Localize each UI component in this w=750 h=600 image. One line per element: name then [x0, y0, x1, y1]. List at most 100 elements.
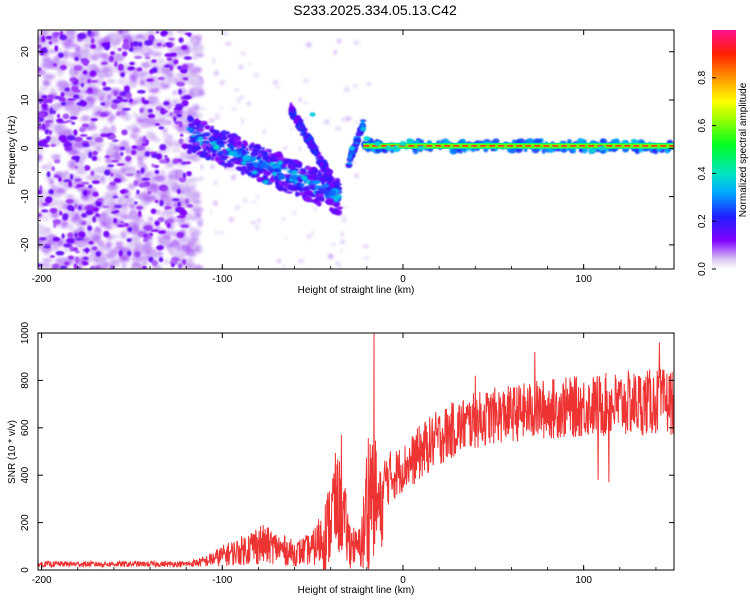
noise-blob — [41, 262, 49, 267]
noise-blob — [52, 263, 60, 269]
noise-blob — [125, 92, 132, 99]
noise-blob — [176, 171, 183, 176]
noise-blob — [81, 59, 90, 64]
noise-blob — [163, 101, 170, 106]
snr-frame — [37, 332, 675, 571]
noise-blob — [41, 103, 48, 109]
noise-blob — [95, 251, 102, 257]
track-blob — [334, 209, 343, 216]
speckle-blob — [249, 63, 252, 66]
speckle-blob — [339, 239, 346, 245]
speckle-blob — [229, 167, 236, 171]
noise-blob — [92, 234, 101, 243]
noise-blob — [149, 105, 157, 109]
noise-blob — [106, 79, 116, 83]
noise-blob — [63, 179, 71, 182]
noise-blob — [89, 53, 100, 61]
track-blob — [316, 193, 325, 198]
noise-blob — [58, 86, 65, 91]
noise-blob — [146, 78, 154, 82]
speckle-blob — [353, 84, 357, 88]
speckle-blob — [210, 210, 213, 215]
noise-blob — [85, 247, 89, 254]
noise-blob — [133, 179, 139, 187]
noise-blob — [113, 217, 118, 224]
noise-blob — [85, 136, 93, 140]
hotspot-blob — [277, 160, 284, 165]
noise-blob — [174, 218, 185, 222]
noise-blob — [180, 133, 184, 137]
noise-blob — [158, 126, 164, 130]
noise-blob — [76, 184, 85, 188]
noise-blob — [132, 41, 140, 47]
noise-blob — [123, 85, 130, 92]
speckle-blob — [209, 118, 215, 123]
track-blob — [329, 207, 334, 212]
speckle-blob — [275, 85, 280, 89]
track-blob — [232, 142, 238, 146]
track-blob — [257, 156, 261, 160]
noise-blob — [118, 206, 127, 215]
speckle-blob — [210, 164, 215, 169]
noise-blob — [121, 43, 130, 50]
noise-blob — [144, 151, 150, 157]
track-blob — [305, 171, 314, 175]
noise-blob — [69, 108, 78, 118]
noise-blob — [158, 256, 164, 263]
spectrogram-y-tick-label: -20 — [20, 237, 31, 252]
noise-blob — [155, 199, 159, 203]
noise-blob — [142, 62, 150, 69]
noise-blob — [138, 159, 144, 165]
noise-blob — [56, 71, 64, 77]
noise-blob — [187, 108, 198, 112]
noise-blob — [151, 259, 158, 267]
noise-blob — [38, 213, 42, 217]
noise-blob — [172, 198, 180, 202]
noise-blob — [164, 42, 172, 47]
noise-blob — [192, 87, 200, 96]
speckle-blob — [190, 237, 197, 242]
noise-blob — [60, 92, 65, 98]
colorbar: 0.0 0.2 0.4 0.6 0.8 Normalized spectral ampl… — [697, 30, 749, 276]
noise-blob — [71, 85, 79, 92]
track-blob — [220, 144, 225, 148]
noise-blob — [136, 172, 141, 181]
noise-blob — [139, 79, 146, 86]
colorbar-gradient — [712, 30, 736, 269]
noise-blob — [134, 262, 140, 266]
track-blob — [216, 142, 221, 145]
arc-blob — [302, 129, 307, 135]
track-blob — [250, 151, 257, 158]
noise-blob — [42, 80, 51, 86]
noise-blob — [117, 47, 122, 52]
noise-blob — [109, 181, 117, 186]
speckle-blob — [232, 108, 237, 111]
noise-blob — [141, 243, 152, 252]
noise-blob — [154, 266, 161, 269]
noise-blob — [119, 220, 125, 225]
carrier-hotspot-blob — [598, 145, 606, 151]
track-blob — [262, 169, 268, 174]
carrier-hotspot-blob — [399, 141, 407, 146]
noise-blob — [88, 151, 93, 159]
noise-blob — [87, 30, 92, 36]
arc-blob — [303, 136, 308, 140]
noise-blob — [154, 220, 160, 227]
track-blob — [291, 159, 298, 163]
track-blob — [225, 162, 235, 168]
speckle-blob — [340, 249, 343, 253]
noise-blob — [82, 115, 88, 121]
noise-blob — [183, 72, 196, 77]
noise-blob — [88, 184, 93, 189]
noise-blob — [140, 167, 145, 174]
noise-blob — [120, 72, 125, 78]
noise-blob — [84, 205, 94, 212]
noise-blob — [82, 143, 90, 148]
snr-y-tick-label: 1000 — [20, 321, 31, 344]
noise-blob — [54, 187, 67, 195]
noise-blob — [106, 147, 116, 156]
noise-blob — [64, 261, 70, 266]
noise-blob — [39, 185, 43, 192]
track-blob — [226, 133, 236, 139]
